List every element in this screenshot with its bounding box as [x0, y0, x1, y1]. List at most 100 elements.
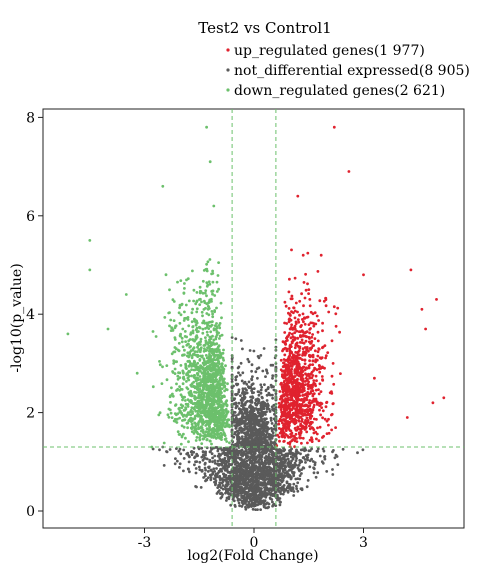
data-point: [260, 466, 264, 470]
data-point: [314, 322, 318, 326]
data-point: [213, 432, 216, 435]
data-point: [291, 382, 294, 385]
data-point: [319, 253, 323, 257]
data-point: [213, 470, 217, 473]
data-point: [187, 299, 191, 303]
data-point: [277, 475, 281, 479]
data-point: [281, 348, 285, 351]
data-point: [298, 341, 302, 344]
data-point: [179, 332, 183, 336]
data-point: [296, 415, 300, 419]
data-point: [220, 477, 224, 481]
data-point: [202, 374, 206, 378]
data-point: [224, 388, 228, 391]
data-point: [274, 379, 278, 383]
data-point: [241, 464, 245, 468]
data-point: [256, 355, 260, 358]
data-point: [247, 502, 251, 506]
data-point: [202, 308, 206, 311]
data-point: [186, 351, 190, 355]
data-point: [175, 447, 178, 450]
data-point: [290, 350, 293, 354]
data-point: [188, 455, 191, 459]
data-point: [296, 477, 300, 480]
data-point: [315, 437, 318, 441]
data-point: [223, 438, 227, 441]
data-point: [261, 490, 264, 494]
data-point: [232, 476, 236, 479]
data-point: [285, 472, 289, 475]
data-point: [208, 352, 211, 356]
data-point: [242, 450, 246, 454]
data-point: [182, 418, 186, 422]
data-point: [271, 486, 275, 490]
data-point: [250, 383, 254, 387]
data-point: [258, 433, 262, 437]
data-point: [324, 354, 328, 358]
data-point: [151, 447, 155, 451]
data-point: [282, 358, 286, 361]
data-point: [313, 463, 317, 467]
data-point: [214, 365, 217, 368]
data-point: [193, 319, 197, 323]
data-point: [293, 354, 297, 358]
data-point: [168, 395, 172, 399]
data-point: [192, 384, 196, 388]
data-point: [229, 480, 233, 483]
data-point: [238, 427, 242, 430]
data-point: [210, 272, 214, 276]
data-point: [315, 418, 318, 421]
data-point: [246, 486, 250, 489]
data-point: [317, 439, 321, 443]
data-point: [330, 413, 333, 417]
data-point: [200, 469, 204, 473]
data-point: [205, 386, 209, 390]
data-point: [199, 337, 203, 341]
data-point: [236, 485, 240, 488]
data-point: [262, 407, 266, 411]
data-point: [264, 413, 267, 416]
data-point: [321, 409, 325, 413]
data-point: [204, 289, 208, 292]
data-point: [265, 393, 269, 397]
data-point: [259, 388, 263, 392]
data-point: [244, 469, 248, 472]
data-point: [251, 468, 255, 472]
data-point: [257, 393, 261, 397]
data-point: [247, 428, 250, 431]
data-point: [239, 339, 243, 342]
data-point: [234, 393, 238, 397]
data-point: [210, 452, 214, 456]
data-point: [289, 388, 292, 392]
data-point: [245, 388, 248, 392]
data-point: [252, 409, 256, 412]
data-point: [221, 487, 225, 491]
data-point: [225, 499, 228, 502]
data-point: [261, 452, 265, 456]
data-point: [195, 291, 199, 294]
data-point: [191, 338, 195, 342]
data-point: [194, 467, 198, 470]
data-point: [274, 415, 278, 418]
data-point: [235, 448, 238, 452]
data-point: [283, 353, 287, 357]
data-point: [210, 447, 214, 450]
data-point: [160, 382, 164, 385]
data-point: [221, 484, 225, 487]
data-point: [216, 418, 220, 421]
data-point: [279, 403, 283, 407]
data-point: [240, 505, 244, 508]
data-point: [198, 348, 202, 351]
data-point: [245, 439, 249, 443]
data-point: [195, 310, 199, 314]
data-point: [303, 458, 307, 461]
data-point: [202, 476, 206, 479]
data-point: [292, 359, 296, 362]
data-point: [204, 339, 208, 343]
data-point: [192, 432, 196, 435]
data-point: [246, 357, 250, 361]
data-point: [181, 370, 185, 374]
data-point: [218, 481, 222, 485]
data-point: [204, 453, 207, 457]
data-point: [290, 310, 293, 314]
